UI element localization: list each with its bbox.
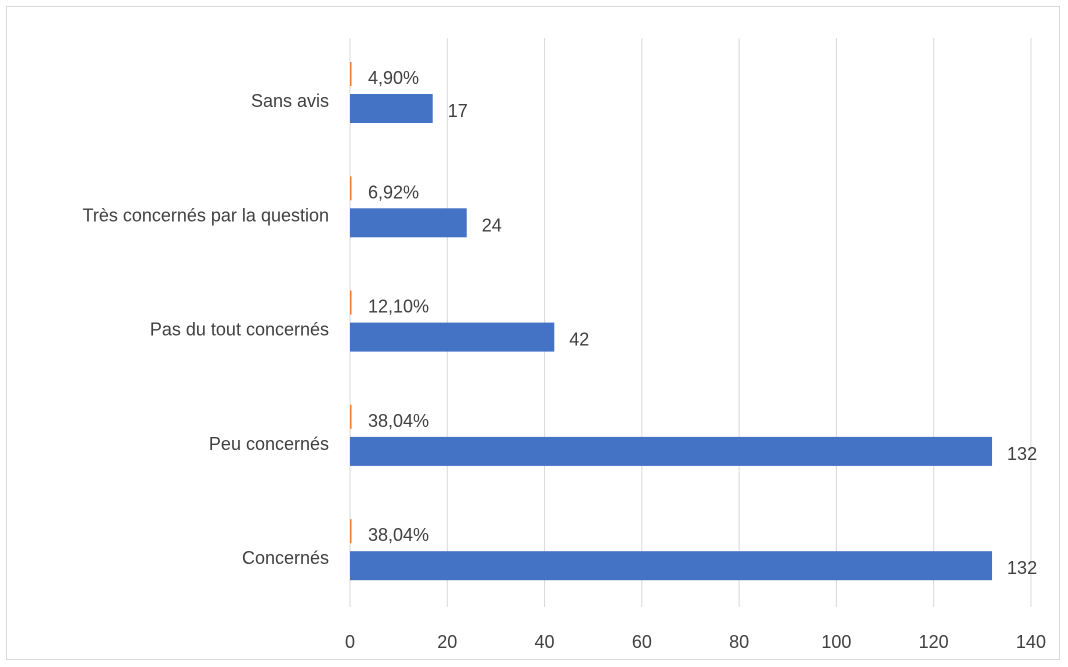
percent-bar [350, 62, 352, 86]
x-tick-label: 0 [345, 632, 355, 652]
category-label: Sans avis [251, 91, 329, 111]
x-tick-label: 20 [437, 632, 457, 652]
percent-label: 12,10% [368, 297, 429, 317]
percent-label: 6,92% [368, 182, 419, 202]
percent-bar [350, 290, 352, 315]
x-axis: 0 20 40 60 80 100 120 140 [345, 632, 1046, 652]
x-tick-label: 120 [919, 632, 949, 652]
value-label: 132 [1007, 558, 1037, 578]
bar [350, 208, 467, 238]
value-label: 17 [448, 101, 468, 121]
category-label: Pas du tout concernés [150, 320, 329, 340]
x-tick-label: 40 [535, 632, 555, 652]
category-label: Très concernés par la question [83, 205, 329, 225]
value-label: 24 [482, 215, 502, 235]
x-tick-label: 80 [729, 632, 749, 652]
percent-label: 4,90% [368, 68, 419, 88]
gridlines [349, 38, 1032, 607]
category-label: Concernés [242, 548, 329, 568]
x-tick-label: 140 [1016, 632, 1046, 652]
value-label: 42 [569, 330, 589, 350]
category-label: Peu concernés [209, 434, 329, 454]
bar [350, 551, 993, 581]
x-tick-label: 100 [821, 632, 851, 652]
labels: Sans avis 4,90% 17 Très concernés par la qu… [83, 68, 1038, 578]
bar [350, 94, 433, 123]
bars [350, 62, 993, 581]
bar [350, 322, 555, 352]
percent-bar [350, 404, 352, 429]
percent-label: 38,04% [368, 525, 429, 545]
percent-bar [350, 519, 352, 544]
x-tick-label: 60 [632, 632, 652, 652]
value-label: 132 [1007, 444, 1037, 464]
percent-bar [350, 176, 352, 201]
bar [350, 436, 993, 466]
percent-label: 38,04% [368, 411, 429, 431]
